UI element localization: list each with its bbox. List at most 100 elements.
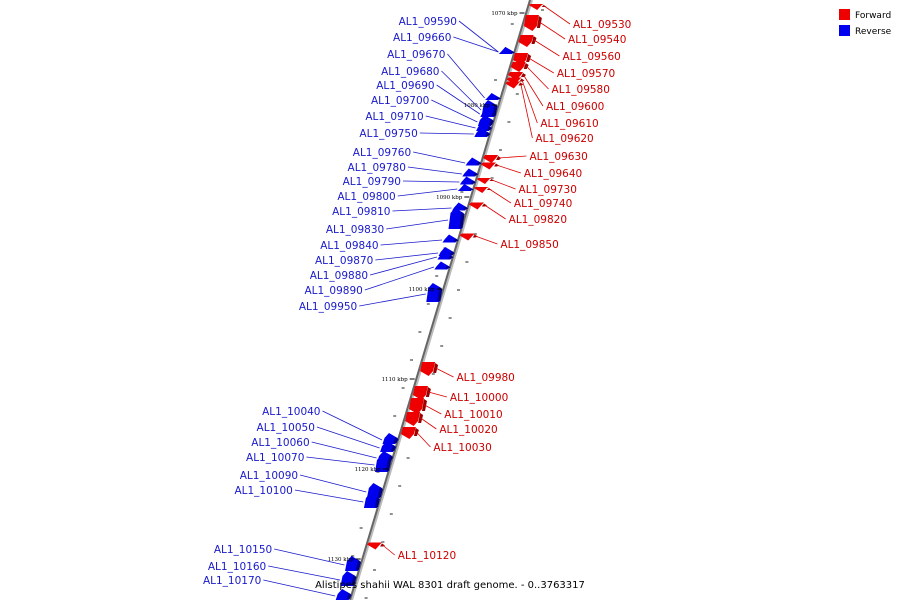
leader-line-reverse <box>306 456 375 466</box>
gene-body <box>518 35 534 47</box>
scale-labels: 1070 kbp 1080 kbp 1090 kbp 1100 kbp 1110 kbp… <box>328 11 525 563</box>
gene-body <box>459 233 475 241</box>
gene-label-al1-09640: AL1_09640 <box>524 168 582 180</box>
gene-label-al1-09690: AL1_09690 <box>376 80 434 92</box>
leader-line-forward <box>424 404 442 415</box>
gene-body <box>481 162 496 170</box>
gene-label-al1-09730: AL1_09730 <box>519 184 577 196</box>
leader-line-forward <box>382 544 396 556</box>
leader-line-forward <box>533 39 560 57</box>
leader-line-forward <box>496 164 521 174</box>
gene-shade <box>488 119 494 125</box>
gene-body <box>469 202 484 210</box>
gene-shade <box>496 97 502 99</box>
gene-shade <box>449 251 455 255</box>
gene-label-al1-09530: AL1_09530 <box>573 19 631 31</box>
gene-feature <box>375 455 391 472</box>
gene-feature <box>459 233 478 241</box>
gene-shade <box>393 437 399 443</box>
gene-shade <box>473 172 479 176</box>
leader-line-reverse <box>436 84 481 115</box>
gene-feature <box>462 168 479 177</box>
gene-feature <box>480 108 497 117</box>
gene-feature <box>505 81 524 89</box>
gene-feature <box>469 202 487 210</box>
gene-label-al1-09740: AL1_09740 <box>514 198 572 210</box>
gene-feature <box>448 208 465 229</box>
gene-label-al1-09610: AL1_09610 <box>540 118 598 130</box>
gene-body <box>405 412 421 426</box>
gene-label-al1-09660: AL1_09660 <box>393 32 451 44</box>
gene-body <box>498 47 514 54</box>
gene-feature <box>510 62 529 72</box>
scale-label: 1080 kbp <box>464 103 491 109</box>
gene-shade <box>509 51 515 53</box>
gene-feature <box>473 187 492 193</box>
leader-line-reverse <box>359 293 426 307</box>
leader-line-reverse <box>316 426 380 449</box>
leader-line-forward <box>523 74 544 107</box>
leader-line-reverse <box>294 489 364 503</box>
gene-feature <box>340 571 357 586</box>
leader-line-forward <box>543 5 571 25</box>
gene-body <box>412 386 428 400</box>
leader-line-reverse <box>263 579 336 597</box>
gene-shade <box>388 455 394 461</box>
gene-label-al1-10150: AL1_10150 <box>214 544 272 556</box>
gene-body <box>452 202 468 211</box>
gene-label-al1-09820: AL1_09820 <box>509 214 567 226</box>
gene-features <box>335 4 547 600</box>
gene-shade <box>356 560 361 570</box>
gene-label-al1-09580: AL1_09580 <box>552 84 610 96</box>
gene-body <box>437 251 453 260</box>
leader-line-reverse <box>311 441 377 459</box>
scale-label: 1130 kbp <box>328 557 355 563</box>
gene-label-al1-09620: AL1_09620 <box>535 133 593 145</box>
gene-body <box>480 108 496 117</box>
gene-body <box>474 128 490 137</box>
scale-label: 1110 kbp <box>382 377 409 383</box>
leader-line-forward <box>475 235 498 245</box>
leader-line-reverse <box>453 36 499 53</box>
gene-label-al1-09560: AL1_09560 <box>562 51 620 63</box>
gene-body <box>457 184 473 191</box>
leader-line-reverse <box>407 166 462 175</box>
gene-feature <box>345 556 361 571</box>
gene-shade <box>437 287 443 301</box>
gene-feature <box>363 493 380 508</box>
gene-body <box>485 93 501 100</box>
gene-shade <box>351 575 357 585</box>
gene-body <box>340 571 356 586</box>
gene-label-al1-10020: AL1_10020 <box>439 424 497 436</box>
gene-body <box>400 427 416 439</box>
gene-label-al1-09590: AL1_09590 <box>399 16 457 28</box>
gene-body <box>510 62 526 72</box>
gene-label-al1-09880: AL1_09880 <box>310 270 368 282</box>
gene-feature <box>498 47 515 54</box>
gene-label-al1-10090: AL1_10090 <box>240 470 298 482</box>
gene-body <box>363 493 379 508</box>
gene-label-al1-09800: AL1_09800 <box>337 191 395 203</box>
leader-line-forward <box>521 79 538 124</box>
gene-feature <box>380 441 397 452</box>
gene-feature <box>400 427 419 439</box>
gene-body <box>380 441 396 452</box>
gene-shade <box>487 126 493 130</box>
gene-body <box>409 398 424 414</box>
gene-body <box>506 77 522 85</box>
gene-feature <box>518 35 537 47</box>
gene-feature <box>485 93 502 100</box>
leader-line-reverse <box>322 410 383 441</box>
gene-body <box>426 283 442 302</box>
gene-label-al1-09780: AL1_09780 <box>348 162 406 174</box>
gene-body <box>345 556 360 571</box>
gene-shade <box>374 497 380 507</box>
gene-feature <box>335 589 352 600</box>
gene-label-al1-10170: AL1_10170 <box>203 575 261 587</box>
gene-feature <box>405 412 424 426</box>
leader-line-forward <box>489 188 512 204</box>
gene-feature <box>483 155 502 163</box>
gene-body <box>448 208 464 229</box>
leader-line-forward <box>420 417 437 430</box>
gene-body <box>465 157 481 166</box>
